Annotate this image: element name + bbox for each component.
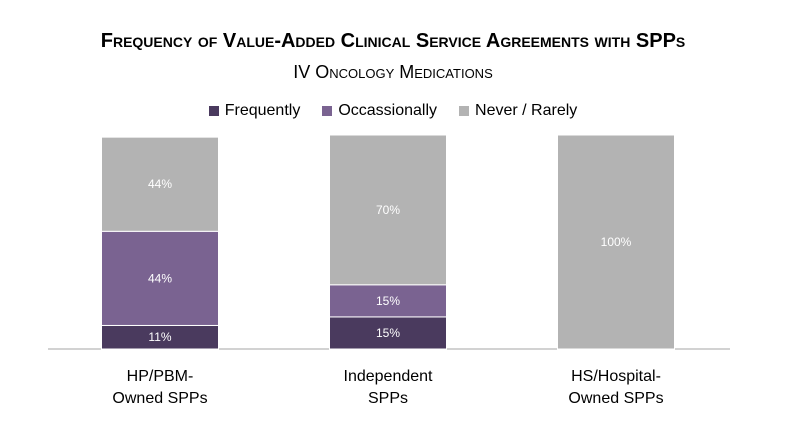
- data-label-0-2: 44%: [148, 177, 172, 191]
- data-label-0-0: 11%: [148, 330, 171, 344]
- x-tick-label-1-line2: SPPs: [367, 390, 408, 407]
- legend-item-occassionally: Occassionally: [322, 102, 437, 120]
- legend-swatch-occassionally: [322, 106, 333, 116]
- chart-subtitle: IV Oncology Medications: [293, 62, 493, 82]
- chart-title: Frequency of Value-Added Clinical Servic…: [100, 30, 686, 52]
- data-label-1-0: 15%: [376, 326, 400, 340]
- x-tick-label-2-line2: Owned SPPs: [568, 390, 664, 407]
- x-tick-label-1: Independent SPPs: [288, 366, 488, 410]
- x-tick-label-0: HP/PBM- Owned SPPs: [60, 366, 260, 410]
- legend-swatch-frequently: [208, 106, 219, 116]
- legend-item-frequently: Frequently: [208, 102, 301, 120]
- legend-label-never-rarely: Never / Rarely: [475, 102, 578, 119]
- x-tick-label-0-line1: HP/PBM-: [126, 368, 194, 385]
- legend-label-occassionally: Occassionally: [338, 102, 438, 119]
- legend-label-frequently: Frequently: [224, 102, 301, 119]
- bar-segment-1-0: [329, 316, 447, 350]
- legend: Frequently Occassionally Never / Rarely: [0, 102, 786, 120]
- legend-item-never-rarely: Never / Rarely: [459, 102, 577, 120]
- x-tick-label-1-line1: Independent: [343, 368, 433, 385]
- bar-segment-0-2: [101, 136, 219, 232]
- data-label-2-2: 100%: [601, 235, 632, 249]
- bar-segment-0-1: [101, 230, 219, 326]
- bar-segment-1-1: [329, 284, 447, 318]
- x-tick-label-2: HS/Hospital- Owned SPPs: [516, 366, 716, 410]
- data-label-0-1: 44%: [148, 271, 172, 285]
- x-tick-label-0-line2: Owned SPPs: [112, 390, 208, 407]
- bar-segment-1-2: [329, 134, 447, 286]
- data-label-1-1: 15%: [376, 294, 400, 308]
- data-label-1-2: 70%: [376, 203, 400, 217]
- bar-segment-2-2: [557, 134, 675, 350]
- legend-swatch-never-rarely: [459, 106, 470, 116]
- x-tick-label-2-line1: HS/Hospital-: [571, 368, 661, 385]
